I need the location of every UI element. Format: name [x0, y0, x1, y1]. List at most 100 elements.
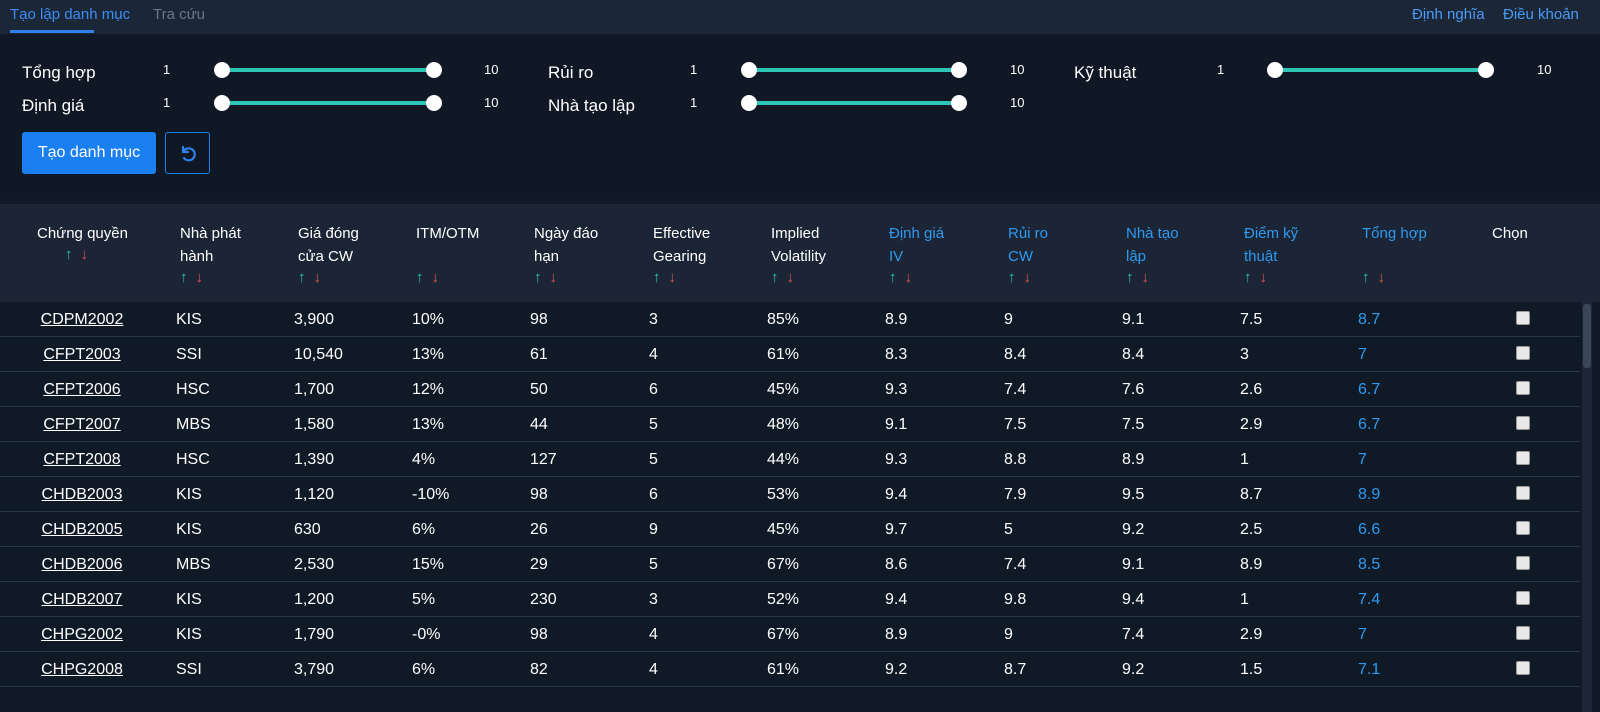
- sort-asc-icon[interactable]: ↑: [889, 269, 897, 286]
- table-row: CFPT2006 HSC 1,700 12% 50 6 45% 9.3 7.4 7.6 2.6 6.7: [0, 372, 1580, 407]
- column-header-label-line2: hạn: [534, 248, 560, 265]
- select-checkbox[interactable]: [1516, 626, 1530, 640]
- sort-asc-icon[interactable]: ↑: [298, 269, 306, 286]
- warrant-code-link[interactable]: CFPT2003: [43, 346, 121, 363]
- filter-market-maker-slider[interactable]: [741, 95, 967, 111]
- table-row: CHDB2006 MBS 2,530 15% 29 5 67% 8.6 7.4 9.1 8.9 8.5: [0, 547, 1580, 582]
- filter-risk-slider[interactable]: [741, 62, 967, 78]
- table-cell: 7.4: [1358, 591, 1381, 608]
- sort-asc-icon[interactable]: ↑: [771, 269, 779, 286]
- reset-button[interactable]: [165, 132, 210, 174]
- filter-technical-slider[interactable]: [1267, 62, 1494, 78]
- warrant-code-link[interactable]: CDPM2002: [40, 311, 124, 328]
- slider-max-handle[interactable]: [426, 95, 442, 111]
- slider-max-handle[interactable]: [1478, 62, 1494, 78]
- column-header-label-line2: thuật: [1244, 248, 1278, 265]
- tab-create-portfolio[interactable]: Tạo lập danh mục: [10, 6, 131, 23]
- select-checkbox[interactable]: [1516, 451, 1530, 465]
- table-cell: 26: [530, 521, 548, 538]
- table-cell: 2.9: [1240, 626, 1263, 643]
- sort-desc-icon[interactable]: ↓: [80, 246, 89, 263]
- active-tab-indicator: [10, 30, 94, 33]
- terms-link[interactable]: Điều khoản: [1503, 6, 1579, 23]
- slider-max-handle[interactable]: [951, 62, 967, 78]
- table-cell: 9.2: [1122, 521, 1145, 538]
- warrant-code-link[interactable]: CFPT2007: [43, 416, 121, 433]
- filter-label-technical: Kỹ thuật: [1074, 63, 1137, 82]
- table-cell: 1,580: [294, 416, 335, 433]
- select-checkbox[interactable]: [1516, 416, 1530, 430]
- scrollbar-thumb[interactable]: [1583, 304, 1591, 368]
- sort-asc-icon[interactable]: ↑: [1362, 269, 1370, 286]
- column-header-7: Định giá IV ↑ ↓: [889, 222, 944, 288]
- sort-desc-icon[interactable]: ↓: [1259, 269, 1268, 286]
- table-cell: 12%: [412, 381, 445, 398]
- table-cell: 52%: [767, 591, 800, 608]
- table-cell: 1: [1240, 591, 1249, 608]
- table-cell: 9.7: [885, 521, 908, 538]
- sort-asc-icon[interactable]: ↑: [1244, 269, 1252, 286]
- sort-asc-icon[interactable]: ↑: [1126, 269, 1134, 286]
- vertical-scrollbar[interactable]: [1582, 302, 1592, 712]
- slider-track: [222, 101, 434, 105]
- warrant-code-link[interactable]: CHPG2002: [41, 626, 123, 643]
- table-cell: 6.7: [1358, 381, 1381, 398]
- warrant-code-link[interactable]: CHDB2007: [41, 591, 123, 608]
- select-checkbox[interactable]: [1516, 486, 1530, 500]
- sort-desc-icon[interactable]: ↓: [786, 269, 795, 286]
- sort-desc-icon[interactable]: ↓: [668, 269, 677, 286]
- warrant-code-link[interactable]: CHDB2003: [41, 486, 123, 503]
- filter-valuation-slider[interactable]: [214, 95, 442, 111]
- slider-min-handle[interactable]: [214, 95, 230, 111]
- warrant-code-link[interactable]: CHDB2006: [41, 556, 123, 573]
- warrant-code-link[interactable]: CHDB2005: [41, 521, 123, 538]
- sort-desc-icon[interactable]: ↓: [904, 269, 913, 286]
- column-header-label: Chứng quyền: [37, 225, 128, 242]
- sort-asc-icon[interactable]: ↑: [653, 269, 661, 286]
- sort-desc-icon[interactable]: ↓: [1023, 269, 1032, 286]
- column-header-10: Điểm kỹ thuật ↑ ↓: [1244, 222, 1298, 288]
- create-portfolio-button[interactable]: Tạo danh mục: [22, 132, 156, 174]
- table-cell: 3: [649, 591, 658, 608]
- slider-min-handle[interactable]: [1267, 62, 1283, 78]
- table-cell: 67%: [767, 626, 800, 643]
- column-header-label-line2: [416, 245, 479, 268]
- warrant-code-link[interactable]: CFPT2008: [43, 451, 121, 468]
- column-header-label: Định giá: [889, 225, 945, 242]
- sort-asc-icon[interactable]: ↑: [534, 269, 542, 286]
- column-header-label-line2: lập: [1126, 248, 1147, 265]
- slider-max-handle[interactable]: [951, 95, 967, 111]
- sort-desc-icon[interactable]: ↓: [313, 269, 322, 286]
- slider-min-handle[interactable]: [214, 62, 230, 78]
- select-checkbox[interactable]: [1516, 346, 1530, 360]
- select-checkbox[interactable]: [1516, 381, 1530, 395]
- table-cell: 7.5: [1004, 416, 1027, 433]
- table-cell: 7.4: [1004, 556, 1027, 573]
- table-cell: 8.9: [1240, 556, 1263, 573]
- slider-max-handle[interactable]: [426, 62, 442, 78]
- table-cell: 9.2: [1122, 661, 1145, 678]
- select-checkbox[interactable]: [1516, 521, 1530, 535]
- filter-total-slider[interactable]: [214, 62, 442, 78]
- slider-min-handle[interactable]: [741, 62, 757, 78]
- sort-desc-icon[interactable]: ↓: [1377, 269, 1386, 286]
- select-checkbox[interactable]: [1516, 661, 1530, 675]
- warrant-code-link[interactable]: CFPT2006: [43, 381, 121, 398]
- sort-asc-icon[interactable]: ↑: [1008, 269, 1016, 286]
- sort-asc-icon[interactable]: ↑: [65, 246, 73, 263]
- sort-desc-icon[interactable]: ↓: [431, 269, 440, 286]
- select-checkbox[interactable]: [1516, 591, 1530, 605]
- tab-lookup[interactable]: Tra cứu: [153, 6, 205, 23]
- sort-desc-icon[interactable]: ↓: [549, 269, 558, 286]
- definition-link[interactable]: Định nghĩa: [1412, 6, 1485, 23]
- sort-controls: ↑ ↓: [534, 268, 598, 288]
- sort-desc-icon[interactable]: ↓: [195, 269, 204, 286]
- top-tab-bar: Tạo lập danh mục Tra cứu Định nghĩa Điều…: [0, 0, 1600, 34]
- select-checkbox[interactable]: [1516, 556, 1530, 570]
- slider-min-handle[interactable]: [741, 95, 757, 111]
- sort-asc-icon[interactable]: ↑: [416, 269, 424, 286]
- sort-desc-icon[interactable]: ↓: [1141, 269, 1150, 286]
- warrant-code-link[interactable]: CHPG2008: [41, 661, 123, 678]
- select-checkbox[interactable]: [1516, 311, 1530, 325]
- sort-asc-icon[interactable]: ↑: [180, 269, 188, 286]
